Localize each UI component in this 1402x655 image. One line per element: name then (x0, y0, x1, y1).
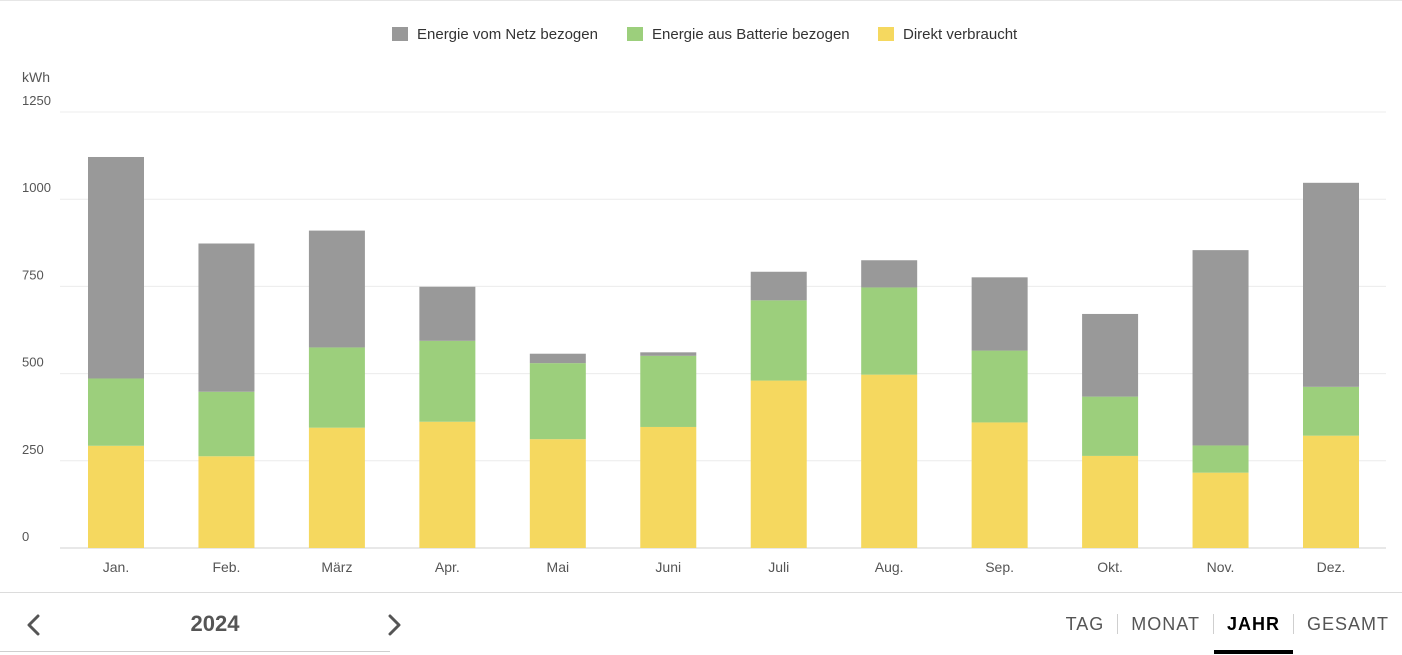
bar-segment (640, 355, 697, 427)
x-tick-label: Nov. (1207, 559, 1235, 575)
year-underline (0, 651, 390, 652)
tab-jahr[interactable]: JAHR (1213, 593, 1293, 654)
bar-segment (1303, 386, 1359, 436)
chevron-right-icon[interactable] (380, 611, 408, 639)
bar-segment (88, 445, 144, 548)
x-tick-label: Aug. (875, 559, 904, 575)
bar-segment (1303, 435, 1359, 548)
bar-segment (308, 230, 365, 348)
bar-segment (419, 286, 476, 341)
legend-swatch-battery (627, 27, 643, 41)
y-tick-label: 1250 (22, 93, 51, 108)
bar-segment (198, 391, 255, 457)
y-tick-label: 250 (22, 442, 44, 457)
bar-segment (88, 378, 144, 446)
y-tick-label: 750 (22, 267, 44, 282)
bar-segment (529, 363, 586, 440)
bar-chart: kWh 0 250 500 750 1000 1250 Jan. Feb. März Apr. Mai… (22, 69, 1386, 575)
x-tick-label: Jan. (103, 559, 129, 575)
bar-segment (971, 277, 1028, 351)
bar-segment (529, 353, 586, 364)
x-tick-label: Dez. (1317, 559, 1346, 575)
tab-monat[interactable]: MONAT (1131, 614, 1200, 634)
bar-segment (88, 156, 144, 379)
year-label: 2024 (190, 611, 240, 636)
bar-segment (529, 439, 586, 548)
top-divider (0, 0, 1402, 1)
x-tick-label: Apr. (435, 559, 460, 575)
bar-segment (750, 271, 807, 301)
bar-segment (419, 421, 476, 548)
legend-swatch-direct (878, 27, 894, 41)
tab-separator (1212, 613, 1214, 634)
bar-segment (1192, 250, 1249, 446)
bar-segment (750, 380, 807, 548)
bar-segment (640, 426, 697, 548)
y-tick-label: 500 (22, 355, 44, 370)
legend-label-battery: Energie aus Batterie bezogen (652, 25, 850, 43)
bar-segment (1082, 396, 1139, 456)
tab-gesamt[interactable]: GESAMT (1306, 614, 1389, 634)
bar-segment (1082, 455, 1139, 548)
legend-label-grid: Energie vom Netz bezogen (417, 25, 598, 43)
period-navigation-bar: 2024 TAG MONAT JAHR GESAMT (0, 592, 1402, 654)
legend-item-grid[interactable]: Energie vom Netz bezogen (392, 24, 598, 44)
bar-segment (308, 427, 365, 548)
tab-tag[interactable]: TAG (1065, 614, 1105, 634)
chevron-left-icon[interactable] (20, 611, 48, 639)
bar-segment (861, 287, 918, 375)
x-tick-label: Sep. (985, 559, 1014, 575)
bar-segment (861, 374, 918, 548)
bar-segment (1192, 445, 1249, 473)
bar-segment (750, 300, 807, 381)
bar-segment (1303, 182, 1359, 387)
x-tick-label: Okt. (1097, 559, 1123, 575)
legend-label-direct: Direkt verbraucht (903, 25, 1018, 43)
bar-segment (419, 340, 476, 422)
legend-swatch-grid (392, 27, 408, 41)
x-tick-label: Mai (547, 559, 570, 575)
x-tick-label: Juli (768, 559, 789, 575)
tab-separator (1117, 613, 1119, 634)
bar-segment (1192, 472, 1249, 548)
bar-segment (1082, 313, 1139, 397)
x-tick-label: März (321, 559, 352, 575)
tab-separator (1292, 613, 1294, 634)
x-tick-label: Feb. (212, 559, 240, 575)
y-tick-label: 1000 (22, 180, 51, 195)
bar-segment (640, 352, 697, 356)
bar-segment (308, 347, 365, 428)
y-axis-unit-label: kWh (22, 69, 50, 85)
legend-item-battery[interactable]: Energie aus Batterie bezogen (627, 24, 850, 44)
bar-segment (198, 243, 255, 392)
period-tabs: TAG MONAT JAHR GESAMT (1053, 593, 1402, 654)
legend-item-direct[interactable]: Direkt verbraucht (878, 24, 1017, 44)
chart-legend: Energie vom Netz bezogen Energie aus Bat… (0, 24, 1402, 44)
x-tick-label: Juni (655, 559, 681, 575)
bar-segment (198, 456, 255, 548)
y-tick-label: 0 (22, 529, 29, 544)
bar-segment (861, 260, 918, 288)
bar-segment (971, 350, 1028, 423)
bar-segment (971, 422, 1028, 548)
